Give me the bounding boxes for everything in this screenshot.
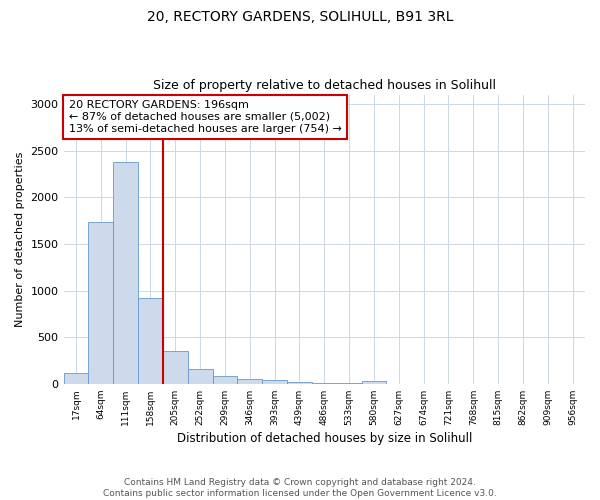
Bar — [138, 298, 163, 384]
Bar — [64, 372, 88, 384]
X-axis label: Distribution of detached houses by size in Solihull: Distribution of detached houses by size … — [176, 432, 472, 445]
Bar — [287, 382, 312, 384]
Bar — [337, 383, 362, 384]
Text: 20, RECTORY GARDENS, SOLIHULL, B91 3RL: 20, RECTORY GARDENS, SOLIHULL, B91 3RL — [147, 10, 453, 24]
Text: Contains HM Land Registry data © Crown copyright and database right 2024.
Contai: Contains HM Land Registry data © Crown c… — [103, 478, 497, 498]
Text: 20 RECTORY GARDENS: 196sqm
← 87% of detached houses are smaller (5,002)
13% of s: 20 RECTORY GARDENS: 196sqm ← 87% of deta… — [69, 100, 341, 134]
Bar — [113, 162, 138, 384]
Bar — [312, 383, 337, 384]
Bar — [238, 378, 262, 384]
Bar — [362, 381, 386, 384]
Y-axis label: Number of detached properties: Number of detached properties — [15, 152, 25, 327]
Bar — [88, 222, 113, 384]
Bar — [262, 380, 287, 384]
Bar — [163, 351, 188, 384]
Bar — [188, 370, 212, 384]
Title: Size of property relative to detached houses in Solihull: Size of property relative to detached ho… — [153, 79, 496, 92]
Bar — [212, 376, 238, 384]
